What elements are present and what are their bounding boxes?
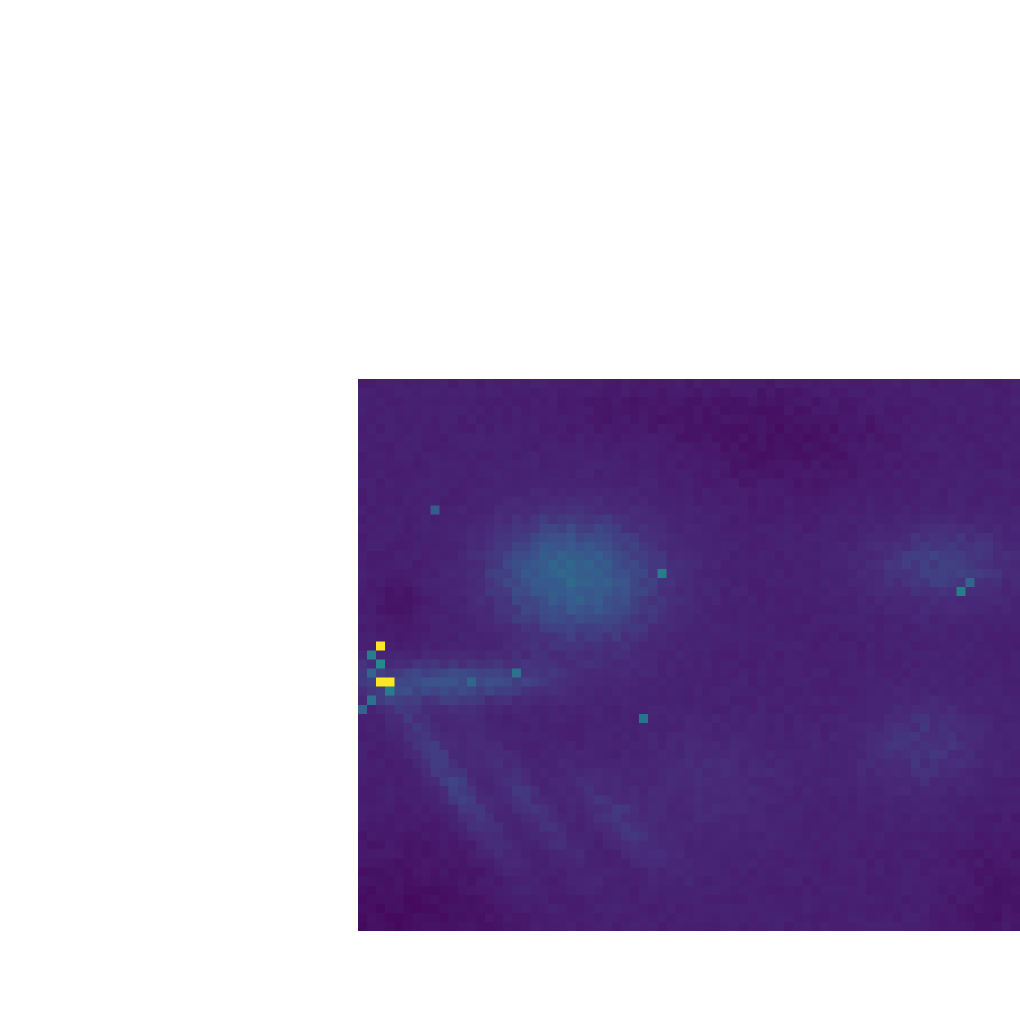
- heatmap-image: [358, 379, 1020, 931]
- heatmap-image-panel: [358, 379, 1020, 931]
